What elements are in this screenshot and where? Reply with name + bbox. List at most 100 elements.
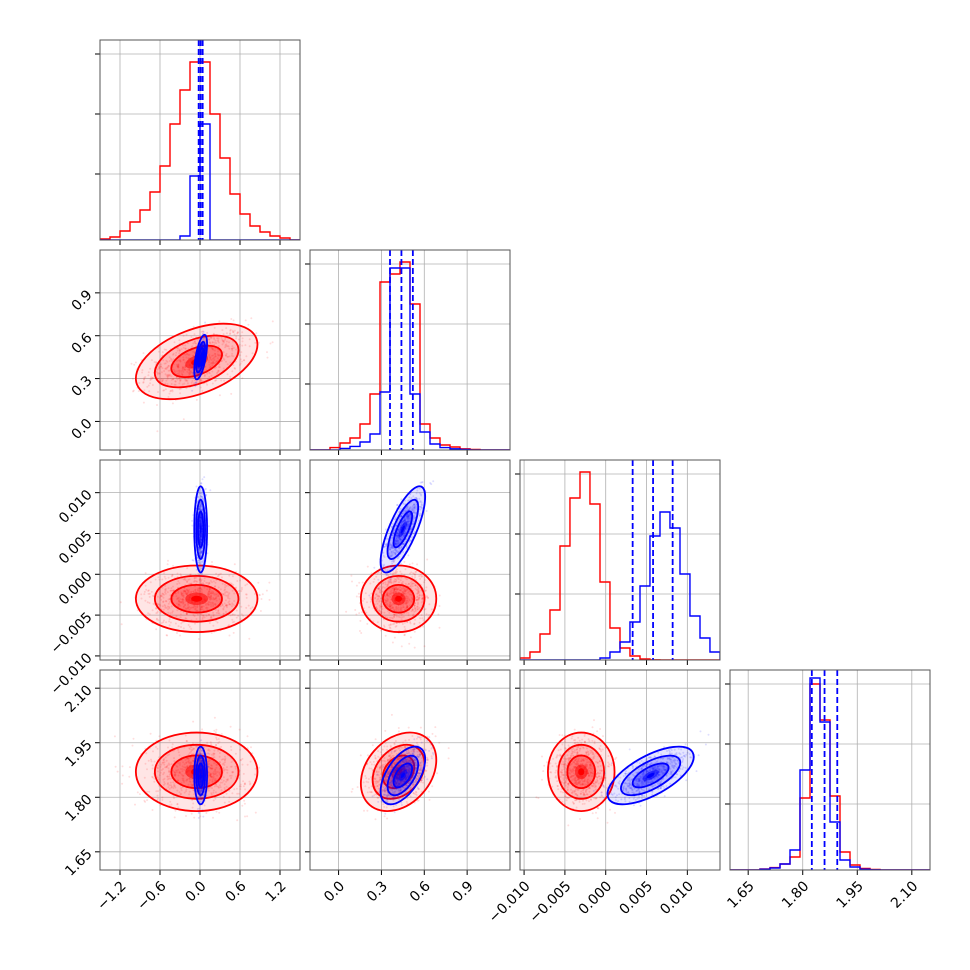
scatter-point bbox=[187, 353, 190, 356]
scatter-point bbox=[213, 338, 216, 341]
scatter-point bbox=[167, 611, 170, 614]
scatter-point bbox=[156, 430, 159, 433]
scatter-point bbox=[170, 375, 173, 378]
scatter-point bbox=[400, 562, 402, 565]
scatter-point bbox=[200, 579, 203, 581]
scatter-point bbox=[185, 379, 188, 382]
scatter-point bbox=[192, 606, 195, 609]
panel-1-0: 0.00.30.60.9 bbox=[69, 249, 301, 455]
scatter-point bbox=[149, 379, 152, 381]
scatter-point bbox=[198, 604, 201, 607]
scatter-point bbox=[257, 581, 260, 584]
scatter-point bbox=[120, 623, 123, 626]
scatter-point bbox=[195, 610, 198, 613]
scatter-point bbox=[147, 589, 150, 592]
scatter-point bbox=[227, 593, 230, 596]
scatter-point bbox=[162, 389, 165, 392]
scatter-point bbox=[254, 811, 257, 814]
scatter-point bbox=[232, 331, 235, 333]
y-tick-label-1-2: 0.6 bbox=[69, 330, 96, 357]
scatter-point bbox=[210, 603, 213, 606]
scatter-point bbox=[185, 612, 188, 615]
y-tick-label-2-2: 0.000 bbox=[56, 569, 96, 609]
scatter-point bbox=[229, 361, 232, 364]
scatter-point bbox=[228, 600, 231, 603]
scatter-point bbox=[185, 593, 188, 596]
scatter-point bbox=[184, 592, 187, 595]
scatter-point bbox=[226, 606, 228, 609]
scatter-point bbox=[233, 333, 236, 336]
scatter-point bbox=[200, 591, 203, 594]
scatter-point bbox=[163, 348, 166, 351]
scatter-point bbox=[167, 369, 170, 372]
scatter-point bbox=[180, 591, 183, 594]
scatter-point bbox=[195, 342, 198, 345]
scatter-point bbox=[182, 366, 184, 369]
scatter-point bbox=[160, 598, 162, 601]
scatter-point bbox=[225, 343, 228, 346]
scatter-point bbox=[229, 603, 232, 606]
scatter-point bbox=[239, 335, 242, 338]
scatter-point bbox=[208, 376, 211, 378]
scatter-point bbox=[166, 605, 169, 608]
scatter-point bbox=[209, 342, 212, 345]
scatter-point bbox=[241, 344, 244, 347]
scatter-point bbox=[184, 353, 187, 356]
scatter-point bbox=[208, 588, 211, 590]
scatter-point bbox=[255, 332, 258, 335]
scatter-point bbox=[161, 605, 164, 608]
scatter-point bbox=[208, 353, 211, 356]
scatter-point bbox=[199, 606, 202, 609]
scatter-point bbox=[205, 812, 208, 814]
scatter-point bbox=[147, 371, 150, 374]
scatter-point bbox=[213, 729, 216, 732]
scatter-point bbox=[187, 609, 190, 612]
scatter-point bbox=[197, 368, 200, 371]
scatter-point bbox=[212, 332, 215, 335]
scatter-point bbox=[156, 611, 159, 614]
scatter-point bbox=[188, 625, 191, 628]
scatter-point bbox=[218, 811, 221, 814]
scatter-point bbox=[229, 328, 232, 331]
scatter-point bbox=[197, 368, 200, 371]
scatter-point bbox=[177, 363, 180, 366]
scatter-point bbox=[161, 578, 164, 581]
panel-content bbox=[310, 250, 510, 450]
scatter-point bbox=[176, 365, 179, 368]
scatter-point bbox=[137, 390, 140, 393]
scatter-point bbox=[217, 595, 220, 597]
scatter-point bbox=[179, 379, 182, 381]
scatter-point bbox=[225, 590, 228, 593]
scatter-point bbox=[242, 614, 245, 617]
scatter-point bbox=[213, 716, 216, 719]
scatter-point bbox=[215, 342, 218, 345]
scatter-point bbox=[176, 583, 179, 585]
scatter-point bbox=[190, 812, 193, 815]
scatter-point bbox=[212, 596, 215, 599]
scatter-point bbox=[200, 587, 203, 590]
scatter-point bbox=[182, 596, 185, 599]
scatter-point bbox=[220, 733, 223, 735]
scatter-point bbox=[217, 339, 220, 342]
scatter-point bbox=[373, 566, 376, 569]
scatter-point bbox=[164, 373, 167, 376]
scatter-point bbox=[212, 611, 215, 614]
scatter-point bbox=[200, 330, 203, 333]
scatter-point bbox=[244, 319, 247, 322]
scatter-point bbox=[222, 367, 225, 370]
scatter-point bbox=[156, 372, 159, 374]
scatter-point bbox=[198, 578, 201, 581]
scatter-point bbox=[184, 347, 187, 350]
scatter-point bbox=[171, 402, 174, 405]
scatter-point bbox=[133, 363, 136, 366]
scatter-point bbox=[179, 573, 182, 576]
scatter-point bbox=[178, 373, 181, 376]
scatter-point bbox=[210, 358, 213, 361]
scatter-point bbox=[220, 336, 223, 339]
scatter-point bbox=[258, 593, 261, 596]
scatter-point bbox=[268, 581, 271, 584]
scatter-point bbox=[159, 595, 162, 597]
scatter-point bbox=[166, 563, 169, 566]
scatter-point bbox=[211, 561, 213, 563]
scatter-point bbox=[157, 391, 159, 393]
